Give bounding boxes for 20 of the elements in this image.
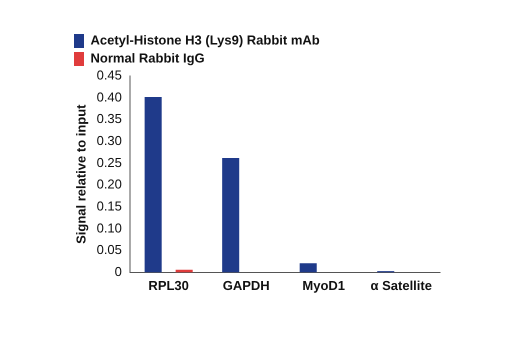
- y-tick-label: 0.30: [96, 133, 122, 148]
- x-tick-label: RPL30: [148, 278, 189, 293]
- legend-label: Normal Rabbit IgG: [90, 50, 205, 66]
- y-tick-label: 0: [114, 264, 122, 279]
- bar: [222, 158, 240, 272]
- y-tick-label: 0.45: [96, 68, 122, 83]
- y-tick-label: 0.15: [96, 198, 122, 214]
- legend-label: Acetyl-Histone H3 (Lys9) Rabbit mAb: [90, 32, 320, 48]
- y-tick-label: 0.05: [96, 242, 122, 258]
- bar: [300, 263, 317, 272]
- y-tick-label: 0.25: [96, 154, 122, 170]
- x-tick-label: MyoD1: [302, 278, 346, 293]
- bar: [144, 96, 162, 272]
- y-tick-label: 0.20: [96, 176, 122, 192]
- y-tick-label: 0.35: [96, 111, 122, 126]
- y-tick-label: 0.10: [96, 220, 122, 236]
- x-tick-label: α Satellite: [370, 278, 432, 293]
- x-tick-label: GAPDH: [222, 278, 270, 293]
- y-tick-label: 0.40: [96, 89, 122, 104]
- y-axis-title: Signal relative to input: [73, 104, 88, 244]
